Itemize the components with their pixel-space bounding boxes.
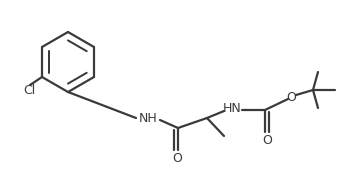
Text: O: O — [286, 90, 296, 103]
Text: HN: HN — [222, 102, 241, 115]
Text: Cl: Cl — [23, 83, 35, 97]
Text: O: O — [262, 134, 272, 147]
Text: NH: NH — [138, 112, 157, 125]
Text: O: O — [172, 152, 182, 166]
